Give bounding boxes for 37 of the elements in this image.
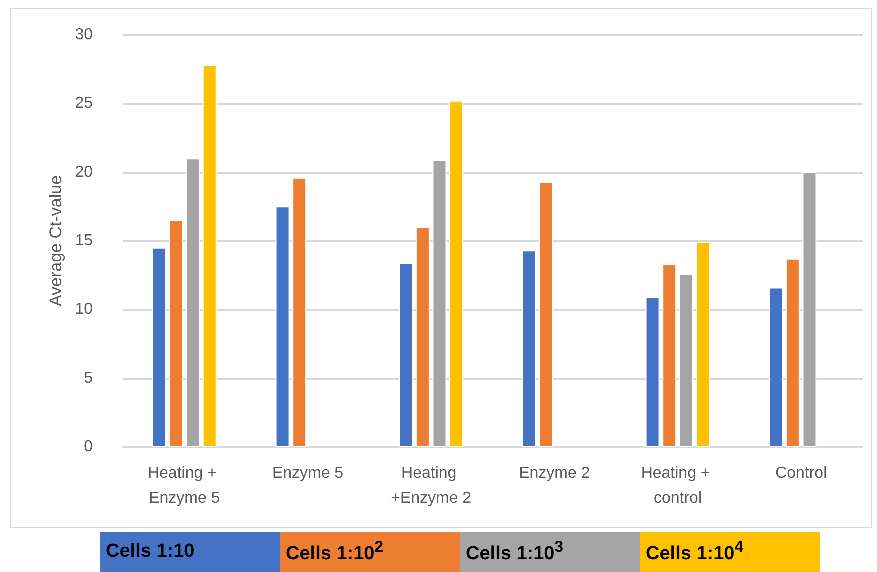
bar <box>802 172 817 447</box>
x-tick-label: Control <box>776 465 828 482</box>
x-tick-label: Enzyme 2 <box>519 465 590 482</box>
text: Cells 1:10 <box>106 541 195 563</box>
x-tick-label: Enzyme 5 <box>272 465 344 482</box>
y-tick-label: 25 <box>75 95 94 112</box>
bar <box>450 100 464 447</box>
bar <box>292 178 307 447</box>
x-tick-label: Heating +Enzyme 2 <box>391 465 472 507</box>
bar <box>696 242 710 447</box>
bar <box>186 158 200 447</box>
bar <box>169 220 184 447</box>
bar <box>539 182 554 447</box>
text: Cells 1:10$^{3}$ <box>466 538 564 566</box>
bar <box>399 262 414 447</box>
bar <box>769 288 784 447</box>
x-tick-label: Heating + Enzyme 5 <box>148 465 222 507</box>
bar <box>522 250 536 447</box>
bar <box>416 227 430 447</box>
text: Cells 1:10$^{4}$ <box>646 538 744 566</box>
y-axis-title: Average Ct-value <box>46 175 66 307</box>
y-tick-label: 0 <box>84 438 94 456</box>
bar <box>646 297 660 447</box>
y-tick-label: 30 <box>75 26 94 44</box>
bar <box>662 264 677 447</box>
bar <box>276 206 290 447</box>
bar <box>152 248 166 447</box>
y-tick-label: 10 <box>75 301 94 318</box>
y-tick-label: 15 <box>75 232 94 250</box>
text: Cells 1:10$^{2}$ <box>286 538 384 566</box>
bar <box>202 65 217 447</box>
bar <box>786 258 800 447</box>
bar <box>432 160 447 447</box>
y-tick-label: 5 <box>84 370 94 387</box>
bar <box>679 274 694 447</box>
x-tick-label: Heating + control <box>641 465 715 507</box>
y-tick-label: 20 <box>75 164 94 181</box>
